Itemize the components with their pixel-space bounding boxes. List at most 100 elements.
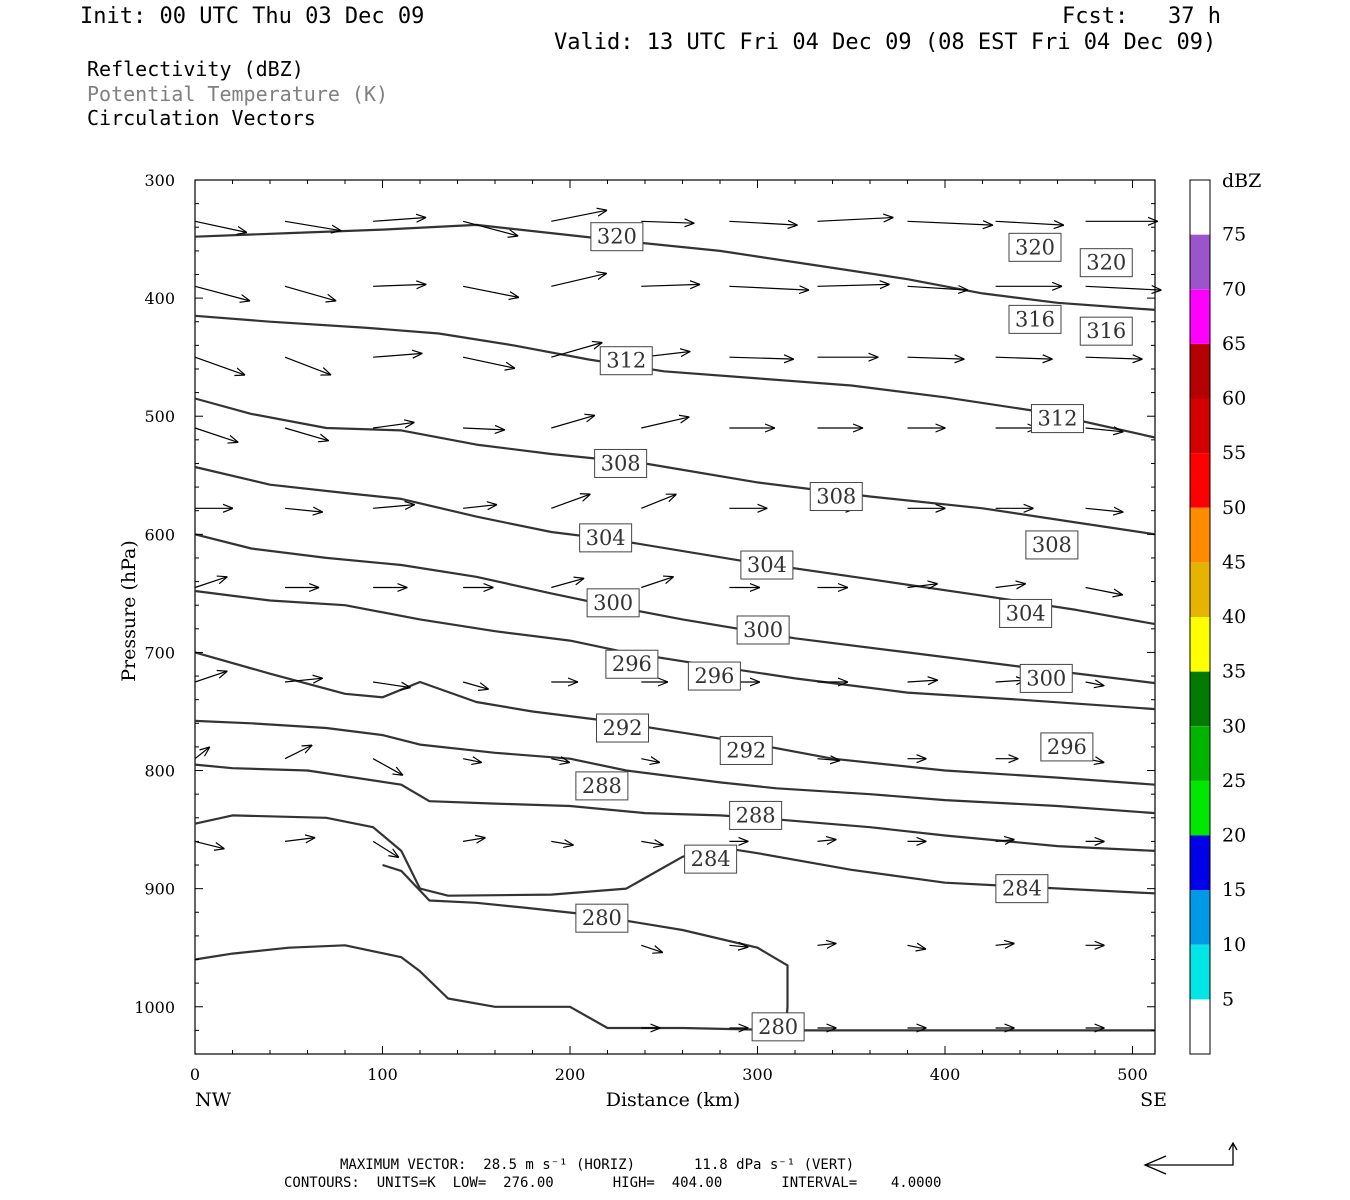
x-tick-label: 200 bbox=[555, 1065, 586, 1084]
theta-contour-292 bbox=[194, 719, 1156, 815]
circulation-vector bbox=[551, 273, 607, 287]
max-vector-note: MAXIMUM VECTOR: 28.5 m s⁻¹ (HORIZ) 11.8 … bbox=[340, 1157, 855, 1173]
contour-label: 284 bbox=[995, 874, 1049, 904]
circulation-vector bbox=[995, 840, 1015, 842]
circulation-vector bbox=[551, 759, 570, 763]
colorbar-level-label: 30 bbox=[1222, 715, 1246, 737]
circulation-vector bbox=[372, 840, 399, 857]
y-tick-label: 400 bbox=[144, 289, 175, 308]
contour-label: 280 bbox=[575, 903, 629, 933]
init-time: Init: 00 UTC Thu 03 Dec 09 bbox=[80, 4, 425, 29]
contour-label-300: 300 bbox=[743, 618, 783, 642]
contour-label: 300 bbox=[1019, 663, 1073, 693]
circulation-vector bbox=[373, 505, 415, 509]
field-circulation-vectors: Circulation Vectors bbox=[87, 106, 316, 130]
circulation-vector bbox=[729, 357, 794, 359]
contour-label: 308 bbox=[1025, 530, 1079, 560]
theta-contour-296 bbox=[194, 651, 1156, 786]
reference-vector bbox=[1143, 1141, 1238, 1175]
theta-contour-300 bbox=[194, 589, 1156, 711]
contour-label: 304 bbox=[579, 523, 633, 553]
colorbar-level-label: 10 bbox=[1222, 934, 1246, 956]
circulation-vector bbox=[817, 943, 837, 945]
circulation-vector bbox=[729, 221, 797, 225]
contour-label-box bbox=[687, 661, 741, 691]
contour-label: 308 bbox=[809, 482, 863, 512]
contour-label: 320 bbox=[1008, 232, 1062, 262]
circulation-vector bbox=[817, 840, 837, 842]
contour-label-320: 320 bbox=[1015, 235, 1055, 259]
circulation-vector bbox=[551, 210, 607, 222]
contour-label: 320 bbox=[590, 222, 644, 252]
circulation-vector bbox=[907, 680, 938, 682]
colorbar-level-label: 20 bbox=[1222, 825, 1246, 847]
circulation-vector bbox=[1085, 428, 1124, 432]
circulation-vector bbox=[641, 417, 689, 429]
theta-contour-284 bbox=[194, 814, 1156, 897]
contour-label-320: 320 bbox=[597, 225, 637, 249]
contour-label-box bbox=[999, 598, 1053, 628]
circulation-vector bbox=[194, 285, 250, 301]
circulation-vector bbox=[463, 428, 505, 430]
contour-label-284: 284 bbox=[1002, 877, 1042, 901]
circulation-vector bbox=[1085, 508, 1124, 512]
contour-label: 300 bbox=[736, 615, 790, 645]
contour-label-296: 296 bbox=[1047, 735, 1087, 759]
circulation-vector bbox=[817, 218, 894, 222]
x-end-label-right: SE bbox=[1140, 1089, 1167, 1111]
circulation-vector bbox=[463, 838, 486, 842]
field-potential-temperature: Potential Temperature (K) bbox=[87, 82, 389, 106]
y-tick-label: 600 bbox=[144, 525, 175, 544]
circulation-vector bbox=[284, 838, 315, 842]
contour-label-304: 304 bbox=[747, 553, 787, 577]
contour-label-292: 292 bbox=[602, 716, 642, 740]
circulation-vector bbox=[284, 678, 323, 682]
contour-label-box bbox=[599, 346, 653, 376]
colorbar-level-label: 5 bbox=[1222, 988, 1234, 1010]
contour-label: 312 bbox=[1031, 404, 1084, 434]
x-tick-label: 0 bbox=[190, 1065, 200, 1084]
colorbar-swatch bbox=[1190, 999, 1210, 1054]
circulation-vector bbox=[729, 945, 748, 947]
circulation-vector bbox=[995, 357, 1053, 359]
contour-label-308: 308 bbox=[816, 485, 856, 509]
circulation-vector bbox=[463, 505, 497, 509]
colorbar-level-label: 70 bbox=[1222, 278, 1246, 300]
x-tick-label: 300 bbox=[742, 1065, 773, 1084]
circulation-vector bbox=[551, 415, 595, 429]
colorbar-swatch bbox=[1190, 234, 1210, 290]
valid-time: Valid: 13 UTC Fri 04 Dec 09 (08 EST Fri … bbox=[554, 30, 1217, 55]
circulation-vector bbox=[1085, 357, 1143, 359]
contour-label-box bbox=[684, 844, 738, 874]
contour-label-280: 280 bbox=[582, 906, 622, 930]
contour-label: 292 bbox=[719, 735, 773, 765]
contour-label-312: 312 bbox=[1037, 407, 1077, 431]
colorbar-swatch bbox=[1190, 671, 1210, 727]
contour-label-box bbox=[736, 615, 790, 645]
circulation-vector bbox=[551, 841, 573, 845]
circulation-vector bbox=[907, 286, 969, 290]
colorbar-level-label: 35 bbox=[1222, 661, 1246, 683]
contour-label: 288 bbox=[575, 771, 629, 801]
contour-label-292: 292 bbox=[726, 738, 766, 762]
contour-label-284: 284 bbox=[691, 847, 731, 871]
contour-label: 312 bbox=[599, 346, 653, 376]
circulation-vector bbox=[373, 218, 426, 222]
circulation-vector bbox=[995, 221, 1064, 225]
circulation-vector bbox=[641, 494, 676, 509]
circulation-vector bbox=[373, 284, 426, 286]
contour-label-box bbox=[575, 903, 629, 933]
y-axis-label: Pressure (hPa) bbox=[118, 540, 140, 682]
contour-label: 292 bbox=[596, 713, 649, 743]
colorbar-level-label: 55 bbox=[1222, 442, 1246, 464]
circulation-vector bbox=[284, 220, 341, 230]
circulation-vector bbox=[462, 356, 515, 368]
circulation-vector bbox=[1085, 286, 1162, 290]
colorbar-swatch bbox=[1190, 180, 1210, 235]
colorbar-swatch bbox=[1190, 835, 1210, 891]
circulation-vector bbox=[462, 681, 489, 689]
circulation-vector bbox=[462, 759, 482, 763]
contour-label-320: 320 bbox=[1086, 251, 1126, 275]
circulation-vector bbox=[373, 422, 414, 429]
contour-label: 316 bbox=[1079, 316, 1133, 346]
